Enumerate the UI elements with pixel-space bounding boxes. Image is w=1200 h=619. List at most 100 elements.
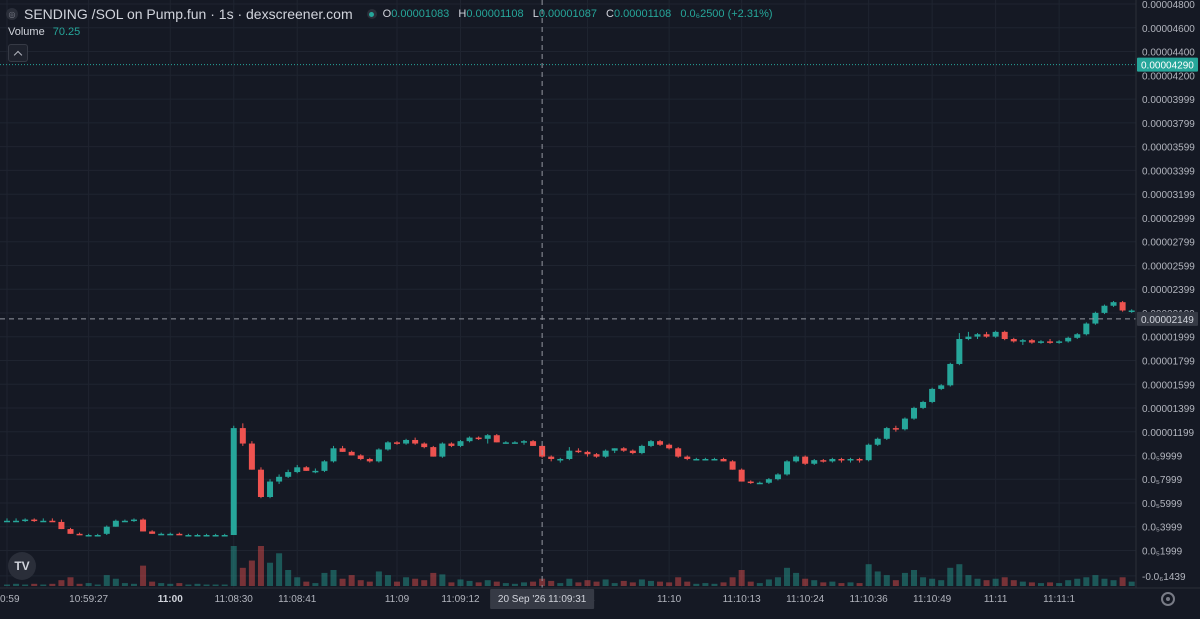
candle-body xyxy=(130,519,137,522)
volume-bar xyxy=(448,582,455,586)
candle-body xyxy=(257,469,264,498)
candle-body xyxy=(248,443,255,470)
candle-body xyxy=(276,476,283,482)
price-tick-label: 0.0₅9999 xyxy=(1142,451,1183,462)
crosshair-time-badge xyxy=(490,589,595,609)
volume-bar xyxy=(738,570,745,586)
price-axis[interactable] xyxy=(1136,0,1200,614)
volume-bar xyxy=(194,583,201,586)
volume-bar xyxy=(94,584,101,586)
volume-bar xyxy=(575,582,582,586)
candle-body xyxy=(947,363,954,386)
volume-bar xyxy=(203,584,210,586)
volume-bar xyxy=(1065,580,1072,586)
volume-bar xyxy=(811,580,818,586)
candle-body xyxy=(94,535,101,537)
volume-bar xyxy=(112,578,119,586)
ohlc-change: 0.0₆2500 (+2.31%) xyxy=(680,8,773,20)
tradingview-logo[interactable]: TV xyxy=(8,552,36,580)
volume-bar xyxy=(647,580,654,586)
candle-body xyxy=(1083,323,1090,335)
volume-bar xyxy=(802,578,809,586)
candle-body xyxy=(112,520,119,527)
volume-bar xyxy=(548,580,555,586)
candle-body xyxy=(430,447,437,457)
candle-body xyxy=(31,519,38,522)
ohlc-low-value: 0.00001087 xyxy=(538,8,597,20)
price-tick-label: 0.0₅3999 xyxy=(1142,523,1183,534)
time-tick-label: 10:59:27 xyxy=(69,594,108,605)
candle-body xyxy=(1047,341,1054,343)
candle-body xyxy=(185,535,192,537)
candle-body xyxy=(1028,340,1035,343)
price-tick-label: 0.00004600 xyxy=(1142,24,1195,35)
volume-bar xyxy=(620,580,627,586)
time-tick-label: 11:09 xyxy=(385,594,410,605)
volume-bar xyxy=(366,581,373,586)
candle-body xyxy=(357,455,364,459)
volume-bar xyxy=(158,583,165,586)
price-tick-label: 0.00003199 xyxy=(1142,190,1195,201)
candle-body xyxy=(493,435,500,443)
ohlc-low-label: L xyxy=(532,8,539,20)
volume-bar xyxy=(484,580,491,586)
volume-bar xyxy=(602,579,609,586)
volume-bar xyxy=(629,582,636,586)
volume-bar xyxy=(965,575,972,586)
chart-title: SENDING /SOL on Pump.fun · 1s · dexscree… xyxy=(24,6,353,22)
candle-body xyxy=(883,428,890,439)
volume-bar xyxy=(557,583,564,586)
candle-body xyxy=(784,461,791,475)
candle-body xyxy=(865,444,872,461)
candle-body xyxy=(802,456,809,464)
volume-bar xyxy=(403,577,410,586)
candle-body xyxy=(348,451,355,456)
candle-body xyxy=(330,448,337,462)
volume-label: Volume xyxy=(8,26,45,38)
volume-bar xyxy=(874,571,881,586)
candle-body xyxy=(1037,341,1044,343)
candle-body xyxy=(820,460,827,462)
candle-body xyxy=(738,469,745,482)
volume-bar xyxy=(638,579,645,586)
volume-bar xyxy=(67,577,74,586)
candle-body xyxy=(1010,339,1017,342)
ohlc-open-value: 0.00001083 xyxy=(391,8,450,20)
candle-body xyxy=(13,520,20,523)
volume-bar xyxy=(303,581,310,586)
volume-bar xyxy=(31,583,38,586)
candle-body xyxy=(774,474,781,480)
candle-body xyxy=(1110,302,1117,306)
volume-bar xyxy=(330,570,337,586)
volume-bar xyxy=(230,546,237,586)
candle-body xyxy=(412,439,419,444)
candle-body xyxy=(602,450,609,457)
candle-body xyxy=(212,535,219,537)
candle-body xyxy=(566,450,573,459)
candle-body xyxy=(85,535,92,537)
candle-body xyxy=(403,439,410,444)
volume-bar xyxy=(267,562,274,586)
candle-body xyxy=(221,535,228,537)
candle-body xyxy=(321,461,328,471)
volume-bar xyxy=(140,565,147,586)
volume-bar xyxy=(13,583,20,586)
candle-body xyxy=(747,481,754,484)
candle-body xyxy=(929,388,936,402)
gear-icon[interactable] xyxy=(1161,592,1175,606)
volume-bar xyxy=(276,553,283,586)
volume-bar xyxy=(212,584,219,586)
candle-body xyxy=(239,428,246,444)
candle-body xyxy=(203,535,210,537)
candle-body xyxy=(1119,302,1126,311)
volume-bar xyxy=(829,581,836,586)
collapse-legend-button[interactable] xyxy=(8,44,28,62)
volume-bar xyxy=(149,581,156,586)
candle-body xyxy=(4,520,10,523)
ohlc-open-label: O xyxy=(382,8,392,20)
ohlc-high-label: H xyxy=(458,8,467,20)
volume-bar xyxy=(511,583,518,586)
volume-bar xyxy=(49,583,56,586)
